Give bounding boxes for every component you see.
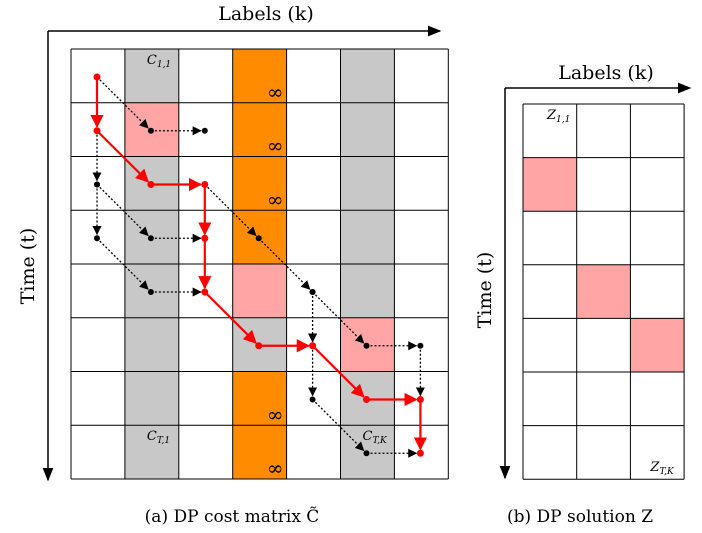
red-path-node xyxy=(201,288,209,296)
cell-label: Z1,1 xyxy=(546,108,570,125)
red-path-segment xyxy=(204,291,257,344)
cell-label: C1,1 xyxy=(147,53,171,70)
cell-label: CT,K xyxy=(363,429,388,446)
orange-cell xyxy=(232,425,287,479)
gray-cell xyxy=(124,425,179,479)
solution-matrix-grid xyxy=(522,103,685,480)
red-path-segment xyxy=(96,129,150,183)
panel-b-axes: Labels (k) Time (t) xyxy=(474,62,692,480)
solution-matrix-cell-labels: Z1,1 ZT,K xyxy=(546,108,675,477)
gray-cell xyxy=(340,102,395,157)
black-path-node xyxy=(147,127,154,134)
gray-cell xyxy=(124,49,179,103)
cost-matrix-fills xyxy=(124,49,395,479)
gray-cell xyxy=(124,317,179,372)
infinity-marks: ∞ ∞ ∞ ∞ ∞ xyxy=(267,80,284,480)
infinity-mark: ∞ xyxy=(267,80,284,104)
orange-cell xyxy=(232,156,287,211)
solution-matrix: Z1,1 ZT,K xyxy=(522,103,685,480)
black-path-node xyxy=(363,342,370,349)
infinity-mark: ∞ xyxy=(267,456,284,480)
red-path-node xyxy=(255,342,263,350)
red-path-node xyxy=(416,449,424,457)
red-path-node xyxy=(93,127,101,135)
solution-cell xyxy=(523,157,577,212)
black-path-segment xyxy=(96,237,149,290)
cell-label: ZT,K xyxy=(649,460,675,477)
gray-cell xyxy=(340,210,395,264)
cost-matrix: ∞ ∞ ∞ ∞ ∞ C1,1 CT,1 CT,K xyxy=(70,48,449,480)
gray-cell xyxy=(340,49,395,103)
black-path-segment xyxy=(204,184,257,237)
black-path-segment xyxy=(258,237,311,290)
infinity-mark: ∞ xyxy=(267,402,284,426)
infinity-mark: ∞ xyxy=(267,134,284,158)
black-path-segment xyxy=(312,399,365,452)
red-path-segment xyxy=(311,344,365,398)
solution-cell xyxy=(630,318,685,372)
black-path-segment xyxy=(312,291,365,344)
black-path-node xyxy=(147,289,154,295)
black-path-segment xyxy=(96,184,149,237)
red-path-node xyxy=(309,342,317,350)
solution-matrix-fills xyxy=(523,157,685,372)
black-path-node xyxy=(417,342,424,349)
orange-cell xyxy=(232,49,287,103)
orange-cell xyxy=(232,102,287,157)
red-path-node xyxy=(416,396,424,403)
gray-cell xyxy=(124,371,179,426)
black-path-node xyxy=(147,235,154,242)
black-path-node xyxy=(201,127,208,134)
black-path-node xyxy=(363,450,370,457)
cell-label: CT,1 xyxy=(147,429,170,446)
infinity-mark: ∞ xyxy=(267,187,284,211)
black-path-node xyxy=(309,396,316,403)
panel-a-y-axis-label: Time (t) xyxy=(17,228,39,305)
panel-a-axes: Labels (k) Time (t) xyxy=(17,3,442,482)
red-path-node xyxy=(201,181,209,188)
panel-b-x-axis-label: Labels (k) xyxy=(558,62,654,84)
cost-matrix-cell-labels: C1,1 CT,1 CT,K xyxy=(147,53,388,446)
red-path-node xyxy=(93,73,101,81)
black-path-node xyxy=(255,235,262,242)
gray-cell xyxy=(340,264,395,318)
orange-cell xyxy=(232,371,287,426)
black-path-node xyxy=(309,289,316,295)
red-path-node xyxy=(363,396,370,403)
black-path-node xyxy=(94,181,100,188)
dp-paths xyxy=(90,73,427,458)
black-path-node xyxy=(94,235,100,242)
panel-b-caption: (b) DP solution Z xyxy=(507,507,653,527)
black-path-segment xyxy=(96,76,149,129)
red-path-node xyxy=(201,234,209,242)
gray-cell xyxy=(340,156,395,211)
panel-a-caption: (a) DP cost matrix C̃ xyxy=(145,507,320,527)
solution-cell xyxy=(576,264,631,319)
panel-b-y-axis-label: Time (t) xyxy=(474,252,496,329)
cost-matrix-grid xyxy=(70,48,449,480)
red-path-node xyxy=(147,181,155,188)
highlight-cell xyxy=(232,264,287,318)
panel-a-x-axis-label: Labels (k) xyxy=(218,3,314,25)
